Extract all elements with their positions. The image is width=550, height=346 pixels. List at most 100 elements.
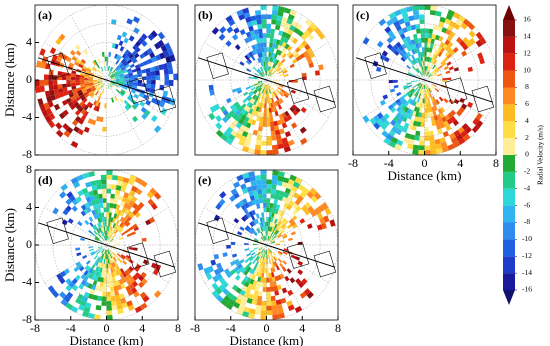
y-tick-label: 4: [26, 34, 32, 48]
echo-cell: [426, 56, 429, 62]
echo-cell: [415, 58, 419, 63]
echo-cell: [384, 26, 392, 34]
echo-cell: [112, 262, 116, 267]
echo-cell: [269, 203, 274, 209]
beam-line: [198, 57, 335, 103]
colorbar-segment: [503, 239, 515, 257]
echo-cell: [82, 172, 90, 179]
echo-cell: [70, 80, 76, 84]
echo-cell: [409, 134, 416, 140]
echo-cell: [80, 72, 85, 76]
echo-cell: [404, 112, 410, 119]
echo-cell: [251, 119, 257, 126]
echo-cell: [58, 33, 66, 41]
echo-cell: [75, 74, 81, 78]
echo-cell: [411, 89, 416, 95]
echo-cell: [101, 226, 105, 232]
echo-cell: [124, 256, 130, 262]
echo-cell: [106, 291, 111, 297]
echo-cell: [243, 270, 249, 276]
echo-cell: [47, 100, 54, 108]
echo-cell: [244, 281, 250, 288]
echo-cell: [247, 58, 253, 64]
echo-cell: [268, 249, 271, 254]
echo-cell: [133, 52, 140, 59]
echo-cell: [419, 14, 425, 20]
echo-cell: [413, 90, 417, 96]
echo-cell: [234, 274, 241, 281]
echo-cell: [277, 220, 282, 226]
echo-cell: [262, 193, 267, 199]
echo-cell: [120, 58, 126, 64]
echo-cell: [284, 131, 292, 138]
echo-cell: [83, 291, 90, 298]
echo-cell: [280, 229, 285, 235]
echo-cell: [416, 121, 421, 127]
echo-cell: [106, 268, 109, 274]
echo-cell: [252, 66, 257, 71]
echo-cell: [113, 198, 119, 205]
echo-cell: [253, 29, 259, 35]
echo-cell: [409, 88, 415, 93]
echo-cell: [123, 61, 129, 67]
echo-cell: [252, 89, 257, 94]
echo-cell: [134, 211, 141, 218]
echo-cell: [92, 294, 98, 301]
echo-cell: [159, 52, 166, 60]
echo-cell: [280, 118, 286, 124]
echo-cell: [132, 82, 138, 86]
echo-cell: [412, 110, 417, 117]
echo-cell: [74, 44, 81, 51]
echo-cell: [121, 181, 128, 188]
echo-cell: [246, 53, 252, 59]
echo-cell: [424, 150, 431, 155]
echo-cell: [283, 192, 290, 199]
echo-cell: [274, 255, 278, 261]
echo-cell: [415, 92, 419, 97]
echo-cell: [441, 146, 449, 153]
echo-cell: [284, 187, 292, 194]
echo-cell: [93, 81, 98, 84]
echo-cell: [248, 229, 253, 235]
echo-cell: [324, 207, 332, 216]
echo-cell: [281, 66, 286, 71]
echo-cell: [266, 94, 269, 99]
echo-cell: [260, 258, 263, 264]
echo-cell: [424, 47, 428, 52]
echo-cell: [73, 266, 80, 273]
echo-cell: [263, 235, 266, 241]
echo-cell: [424, 136, 430, 141]
echo-cell: [279, 240, 285, 243]
echo-cell: [106, 174, 113, 180]
echo-cell: [269, 237, 273, 242]
echo-cell: [108, 263, 111, 269]
echo-cell: [280, 58, 286, 64]
echo-cell: [398, 45, 404, 52]
echo-cell: [60, 183, 69, 192]
echo-cell: [89, 72, 95, 76]
echo-cell: [95, 179, 102, 185]
echo-cell: [75, 196, 82, 203]
echo-cell: [119, 222, 124, 227]
echo-cell: [56, 56, 62, 63]
echo-cell: [111, 19, 117, 25]
echo-cell: [278, 227, 283, 232]
echo-cell: [119, 268, 125, 274]
echo-cell: [257, 58, 261, 63]
colorbar-tick-label: 14: [523, 32, 531, 41]
echo-cell: [134, 305, 143, 313]
echo-cell: [116, 66, 121, 71]
echo-cell: [432, 96, 436, 102]
echo-cell: [435, 143, 442, 150]
echo-cell: [122, 68, 127, 73]
echo-cell: [274, 229, 278, 235]
echo-cell: [109, 83, 113, 88]
echo-cell: [112, 267, 116, 273]
echo-cell: [166, 61, 173, 69]
echo-cell: [261, 226, 265, 232]
echo-cell: [119, 75, 125, 78]
x-tick-label: 8: [335, 321, 341, 335]
echo-cell: [268, 212, 272, 218]
echo-cell: [114, 53, 118, 59]
echo-cell: [266, 198, 271, 203]
